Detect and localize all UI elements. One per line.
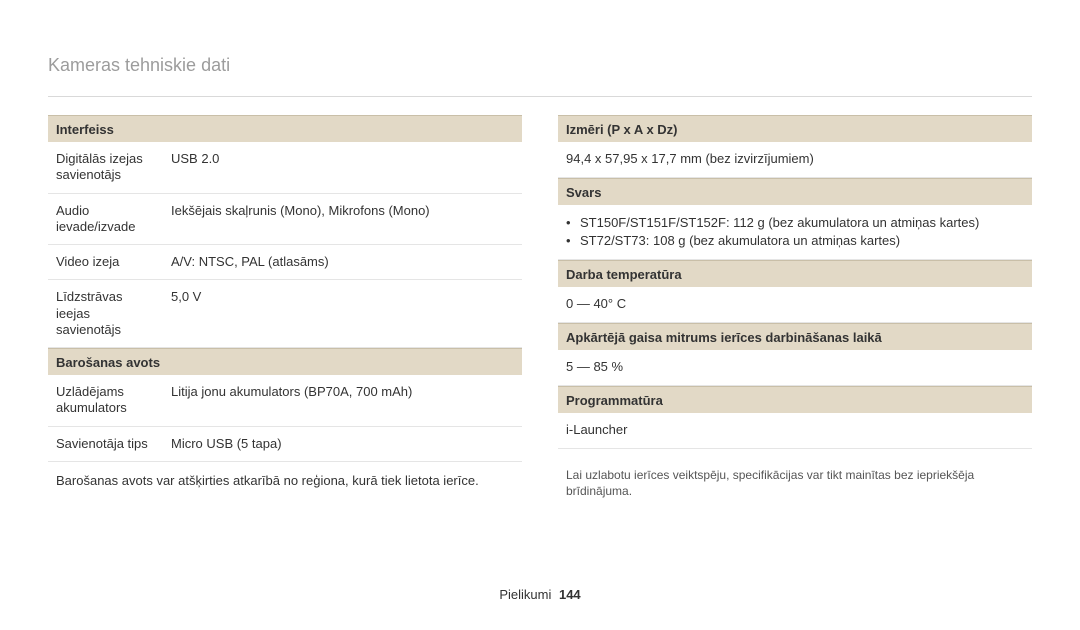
list-item: • ST72/ST73: 108 g (bez akumulatora un a… xyxy=(566,232,1024,250)
spec-value: i-Launcher xyxy=(558,413,1032,449)
spec-key: Audio ievade/izvade xyxy=(48,194,163,245)
spec-key: Digitālās izejas savienotājs xyxy=(48,142,163,193)
spec-key: Savienotāja tips xyxy=(48,427,163,461)
spec-key: Uzlādējams akumulators xyxy=(48,375,163,426)
list-item: • ST150F/ST151F/ST152F: 112 g (bez akumu… xyxy=(566,214,1024,232)
table-row: Digitālās izejas savienotājs USB 2.0 xyxy=(48,142,522,194)
spec-key: Video izeja xyxy=(48,245,163,279)
section-header-temp: Darba temperatūra xyxy=(558,260,1032,287)
power-note: Barošanas avots var atšķirties atkarībā … xyxy=(48,462,522,494)
list-item-label: ST150F/ST151F/ST152F: 112 g (bez akumula… xyxy=(580,214,979,232)
columns: Interfeiss Digitālās izejas savienotājs … xyxy=(48,115,1032,499)
table-row: Līdzstrāvas ieejas savienotājs 5,0 V xyxy=(48,280,522,348)
section-header-humidity: Apkārtējā gaisa mitrums ierīces darbināš… xyxy=(558,323,1032,350)
spec-value: 5,0 V xyxy=(163,280,522,347)
footer-label: Pielikumi xyxy=(499,587,551,602)
title-divider xyxy=(48,96,1032,97)
spec-value: A/V: NTSC, PAL (atlasāms) xyxy=(163,245,522,279)
section-header-power: Barošanas avots xyxy=(48,348,522,375)
section-header-interface: Interfeiss xyxy=(48,115,522,142)
section-header-weight: Svars xyxy=(558,178,1032,205)
spec-value: USB 2.0 xyxy=(163,142,522,193)
spec-key: Līdzstrāvas ieejas savienotājs xyxy=(48,280,163,347)
left-column: Interfeiss Digitālās izejas savienotājs … xyxy=(48,115,522,499)
page-number: 144 xyxy=(559,587,581,602)
spec-value: 5 — 85 % xyxy=(558,350,1032,386)
spec-value: Micro USB (5 tapa) xyxy=(163,427,522,461)
bullet-icon: • xyxy=(566,214,580,232)
spec-value: 94,4 x 57,95 x 17,7 mm (bez izvirzījumie… xyxy=(558,142,1032,178)
spec-value: Iekšējais skaļrunis (Mono), Mikrofons (M… xyxy=(163,194,522,245)
spec-value-weight: • ST150F/ST151F/ST152F: 112 g (bez akumu… xyxy=(558,205,1032,260)
list-item-label: ST72/ST73: 108 g (bez akumulatora un atm… xyxy=(580,232,900,250)
footer: Pielikumi 144 xyxy=(0,587,1080,602)
section-header-software: Programmatūra xyxy=(558,386,1032,413)
table-row: Audio ievade/izvade Iekšējais skaļrunis … xyxy=(48,194,522,246)
disclaimer: Lai uzlabotu ierīces veiktspēju, specifi… xyxy=(558,467,1032,499)
spec-value: 0 — 40° C xyxy=(558,287,1032,323)
table-row: Savienotāja tips Micro USB (5 tapa) xyxy=(48,427,522,462)
spec-value: Litija jonu akumulators (BP70A, 700 mAh) xyxy=(163,375,522,426)
bullet-icon: • xyxy=(566,232,580,250)
section-header-dims: Izmēri (P x A x Dz) xyxy=(558,115,1032,142)
page-title: Kameras tehniskie dati xyxy=(48,55,1032,76)
right-column: Izmēri (P x A x Dz) 94,4 x 57,95 x 17,7 … xyxy=(558,115,1032,499)
table-row: Video izeja A/V: NTSC, PAL (atlasāms) xyxy=(48,245,522,280)
table-row: Uzlādējams akumulators Litija jonu akumu… xyxy=(48,375,522,427)
page: Kameras tehniskie dati Interfeiss Digitā… xyxy=(0,0,1080,630)
